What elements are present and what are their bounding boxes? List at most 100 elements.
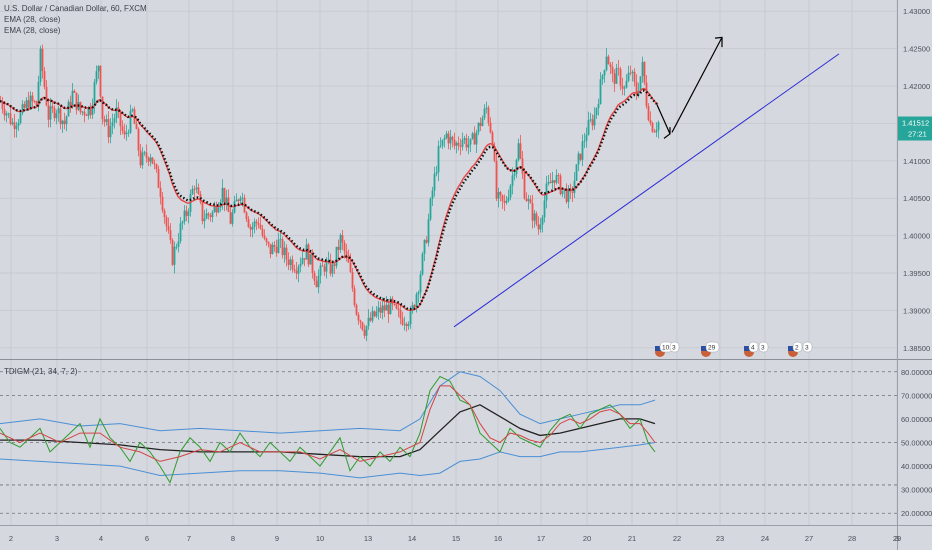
candle-up (533, 213, 536, 221)
candle-down (345, 251, 348, 255)
event-count-label: 101 (662, 345, 673, 352)
candle-down (229, 212, 232, 224)
candle-up (527, 199, 530, 201)
candle-down (621, 85, 624, 89)
candle-down (257, 223, 260, 225)
candle-down (451, 136, 454, 140)
candle-down (107, 119, 110, 138)
candle-down (397, 308, 400, 310)
economic-events-layer[interactable]: 101 3 29 4 3 2 3 (655, 341, 813, 357)
candle-down (369, 317, 372, 321)
economic-event-group[interactable]: 29 (701, 341, 720, 357)
candle-down (653, 131, 656, 133)
candle-up (585, 134, 588, 141)
x-tick-label: 22 (673, 534, 681, 543)
candle-up (7, 113, 10, 115)
x-tick-label: 6 (145, 534, 149, 543)
candle-up (471, 133, 474, 139)
main-legend: U.S. Dollar / Canadian Dollar, 60, FXCM … (4, 3, 147, 36)
candle-up (385, 304, 388, 311)
candle-up (319, 265, 322, 276)
candle-up (277, 239, 280, 253)
candle-down (273, 244, 276, 247)
candle-timer-text: 27:21 (908, 130, 927, 139)
candle-down (3, 108, 6, 116)
candle-up (195, 187, 198, 190)
candle-up (439, 145, 442, 147)
candle-up (603, 70, 606, 76)
candle-up (641, 61, 644, 77)
candle-up (97, 65, 100, 72)
indicator-lower_band-line (0, 442, 656, 479)
candle-up (143, 152, 146, 154)
y-tick-label: 1.42000 (903, 82, 930, 91)
candle-up (67, 101, 70, 117)
candle-up (467, 144, 470, 148)
candle-down (85, 115, 88, 116)
candle-up (131, 109, 134, 111)
candle-down (69, 101, 72, 107)
candle-up (93, 82, 96, 106)
indicator-layer (0, 371, 656, 484)
candle-down (643, 61, 646, 83)
candle-up (403, 323, 406, 325)
candle-up (657, 122, 660, 130)
candle-down (629, 72, 632, 74)
trendline[interactable] (453, 53, 840, 328)
candle-down (473, 133, 476, 145)
x-tick-label: 15 (452, 534, 460, 543)
economic-event-group[interactable]: 101 3 (655, 341, 680, 357)
candle-up (221, 187, 224, 202)
candle-down (495, 160, 498, 199)
candle-down (83, 111, 86, 116)
candle-up (203, 218, 206, 222)
indicator-y-tick-label: 70.00000 (901, 391, 932, 400)
indicator-upper_band-line (0, 371, 656, 434)
candle-down (303, 258, 306, 260)
symbol-title[interactable]: U.S. Dollar / Canadian Dollar, 60, FXCM (4, 4, 147, 13)
last-price-badge (898, 116, 932, 141)
candle-up (217, 207, 220, 213)
candle-down (351, 271, 354, 289)
candle-up (211, 212, 214, 218)
candle-up (455, 142, 458, 146)
ema-legend-1[interactable]: EMA (28, close) (4, 15, 61, 24)
event-count-badge (669, 341, 680, 353)
y-tick-label: 1.40000 (903, 232, 930, 241)
arrow-up[interactable] (671, 37, 723, 133)
candle-up (463, 138, 466, 140)
ema-legend-2[interactable]: EMA (28, close) (4, 26, 61, 35)
candle-down (63, 120, 66, 125)
candle-down (261, 228, 264, 236)
candle-up (477, 122, 480, 133)
candle-up (377, 307, 380, 312)
candle-down (267, 241, 270, 244)
indicator-title[interactable]: TDIGM (21, 34, 7, 2) (4, 367, 78, 376)
arrow-down[interactable] (656, 104, 671, 135)
candle-down (169, 230, 172, 241)
candle-down (353, 288, 356, 305)
arrow-down-head (663, 127, 671, 139)
candle-down (263, 235, 266, 239)
ema-slow-dotted-line (0, 89, 659, 311)
drawing-layer[interactable] (453, 36, 840, 328)
candle-down (557, 175, 560, 176)
event-count-badge (758, 341, 769, 353)
candle-down (425, 239, 428, 243)
event-count-badge (802, 341, 813, 353)
candle-down (565, 189, 568, 202)
x-tick-label: 7 (187, 534, 191, 543)
candle-down (651, 123, 654, 132)
x-tick-label: 24 (761, 534, 769, 543)
candle-down (489, 122, 492, 133)
candle-down (535, 213, 538, 225)
candle-up (655, 129, 658, 133)
candle-up (597, 104, 600, 109)
candle-up (175, 246, 178, 248)
candle-down (259, 224, 262, 229)
candle-up (331, 264, 334, 274)
candle-down (383, 305, 386, 311)
